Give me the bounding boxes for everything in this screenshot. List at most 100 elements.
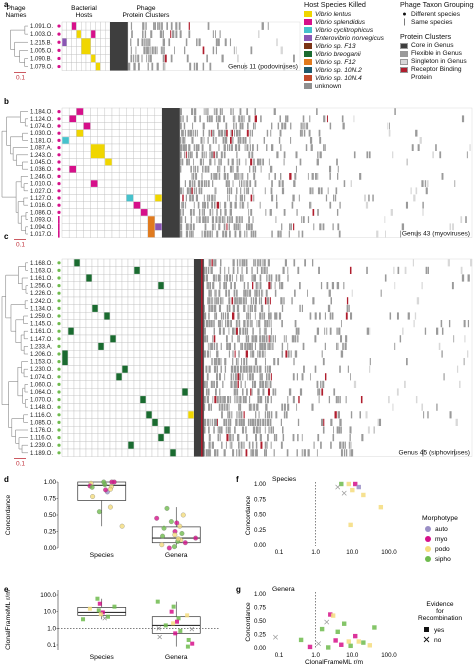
cluster-cell [208, 365, 211, 373]
host-cell [68, 129, 77, 137]
cluster-cell [209, 144, 211, 151]
data-point [339, 642, 344, 647]
host-cell [76, 136, 84, 145]
cluster-cell [229, 426, 231, 434]
host-cell [175, 289, 183, 298]
cluster-cell [303, 129, 306, 137]
cluster-cell [214, 312, 216, 320]
cluster-cell [349, 449, 351, 457]
cluster-cell [230, 187, 233, 195]
host-cell [187, 380, 195, 389]
cluster-cell [359, 173, 362, 180]
cluster-cell [238, 129, 241, 137]
host-cell [73, 319, 81, 328]
data-point [307, 644, 313, 650]
cluster-cell [192, 122, 194, 130]
host-cell [157, 350, 165, 358]
cluster-cell [166, 22, 168, 30]
cluster-cell [182, 137, 185, 144]
phage-name: 1.087.A. [30, 146, 53, 152]
host-cell [157, 274, 165, 282]
cluster-cell [212, 129, 215, 137]
host-cell [157, 304, 165, 313]
host-cell [133, 312, 141, 320]
host-cell [76, 158, 84, 166]
cluster-cell [264, 350, 266, 358]
cluster-cell [205, 108, 207, 115]
cluster-cell [217, 320, 220, 328]
cluster-cell [243, 304, 246, 312]
cluster-cell [298, 230, 300, 238]
cluster-cell [307, 216, 310, 223]
cluster-cell [245, 358, 248, 366]
host-cell [118, 115, 127, 123]
cluster-cell [297, 335, 299, 343]
cluster-cell [283, 297, 285, 305]
host-cell [100, 46, 106, 55]
different-species-dot [57, 428, 61, 432]
cluster-cell [180, 209, 182, 216]
cluster-cell [296, 373, 298, 381]
evidence-label: no [434, 637, 442, 644]
host-cell [85, 266, 93, 275]
cluster-cell [263, 335, 266, 343]
cluster-cell [188, 180, 192, 187]
host-swatch [304, 26, 312, 34]
cluster-cell [219, 201, 221, 209]
data-point [348, 643, 353, 649]
cluster-cell [221, 403, 224, 411]
cluster-cell [230, 380, 233, 388]
cluster-cell [254, 297, 257, 305]
host-cell [109, 410, 117, 419]
host-cell [121, 258, 129, 267]
host-cell [121, 380, 129, 389]
cluster-cell [202, 165, 204, 173]
data-point [182, 540, 188, 546]
different-species-dot [57, 189, 61, 193]
cluster-cell [229, 137, 232, 144]
cluster-cell [241, 259, 244, 267]
cluster-cell [293, 180, 296, 187]
cluster-cell [240, 418, 243, 426]
cluster-cell [232, 165, 234, 173]
host-label: Vibrio sp. 10N.4 [315, 74, 362, 82]
cluster-cell [225, 426, 227, 434]
host-cell [133, 357, 141, 366]
data-point [95, 596, 100, 601]
host-cell [133, 281, 141, 290]
cluster-cell [310, 144, 313, 151]
cluster-cell [340, 350, 344, 358]
host-cell [127, 266, 135, 275]
cluster-cell [342, 441, 345, 449]
cluster-cell [306, 122, 309, 130]
cluster-cell [277, 358, 280, 366]
cluster-cell [248, 403, 252, 411]
host-cell [95, 29, 101, 39]
host-cell [97, 395, 105, 404]
cluster-cell [440, 320, 443, 328]
host-cell [118, 122, 127, 130]
host-cell [187, 304, 195, 313]
cluster-cell [215, 108, 218, 115]
host-cell [91, 274, 99, 282]
cluster-cell [406, 158, 408, 166]
cluster-cell [378, 418, 382, 426]
cluster-cell [238, 441, 240, 449]
cluster-cell [146, 54, 148, 63]
cluster-cell [393, 266, 395, 274]
cluster-cell [228, 223, 230, 231]
cluster-cell [160, 46, 162, 55]
host-cell [91, 319, 99, 328]
cluster-cell [170, 22, 173, 30]
host-cell [97, 403, 105, 412]
cluster-cell [250, 209, 253, 216]
cluster-cell [256, 403, 259, 411]
cluster-cell [260, 115, 262, 123]
cluster-matrix [127, 21, 301, 71]
host-cell [79, 304, 87, 313]
cluster-cell [206, 230, 209, 238]
y-tick-label: 0.1 [47, 642, 56, 649]
cluster-cell [415, 396, 418, 404]
cluster-cell [388, 396, 390, 404]
cluster-cell [299, 282, 301, 290]
